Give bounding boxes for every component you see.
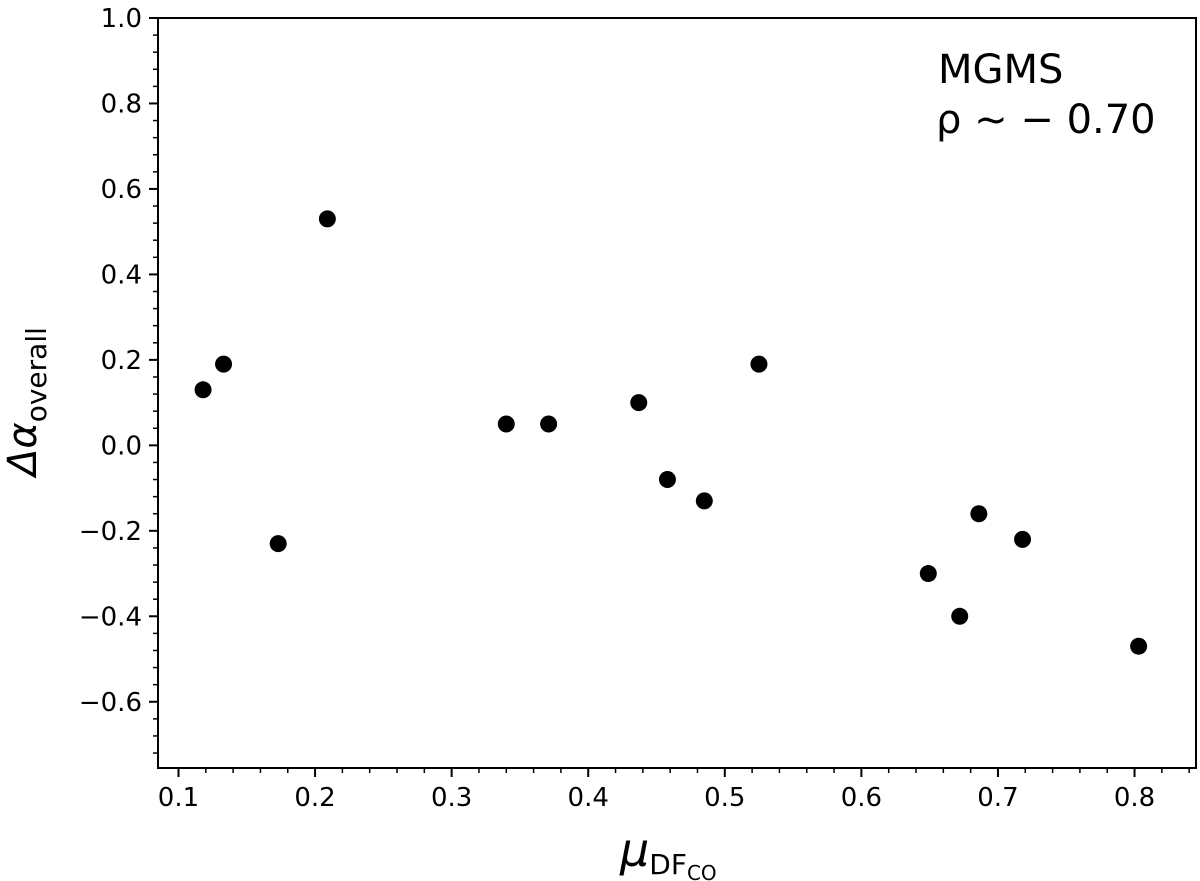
data-point — [194, 381, 212, 399]
axis-ticks: 0.1 0.2 0.3 0.4 0.5 0.6 0.7 0.8 −0.6 −0.4 −0.2 0.0 0… — [79, 4, 1190, 813]
data-point — [318, 210, 336, 228]
y-tick-label: 0.0 — [101, 431, 142, 461]
y-tick-label: −0.4 — [79, 602, 142, 632]
y-tick-label: −0.6 — [79, 688, 142, 718]
y-tick-label: 0.2 — [101, 346, 142, 376]
y-axis-title-main: Δα — [0, 422, 46, 479]
x-tick-label: 0.1 — [158, 783, 199, 813]
x-tick-label: 0.3 — [431, 783, 472, 813]
y-axis-title: Δαoverall — [0, 327, 53, 479]
x-tick-label: 0.4 — [568, 783, 609, 813]
y-tick-label: 0.8 — [101, 89, 142, 119]
plot-frame — [157, 17, 1197, 769]
x-axis-title-main: μ — [619, 823, 649, 877]
data-point — [750, 355, 768, 373]
data-point — [215, 355, 233, 373]
y-tick-label: 0.4 — [101, 260, 142, 290]
data-point — [269, 535, 287, 553]
data-point — [540, 415, 558, 433]
data-point — [497, 415, 515, 433]
y-tick-label: 1.0 — [101, 4, 142, 34]
data-point — [658, 471, 676, 489]
data-point — [951, 607, 969, 625]
y-tick-label: −0.2 — [79, 517, 142, 547]
x-axis-title-subsub: CO — [687, 861, 717, 881]
y-axis-title-sub: overall — [20, 327, 53, 422]
data-points — [194, 210, 1148, 655]
x-tick-label: 0.8 — [1114, 783, 1155, 813]
data-point — [970, 505, 988, 523]
y-tick-label: 0.6 — [101, 175, 142, 205]
data-point — [1014, 530, 1032, 548]
x-tick-label: 0.7 — [977, 783, 1018, 813]
x-tick-label: 0.6 — [841, 783, 882, 813]
data-point — [630, 394, 648, 412]
annotation-line-2: ρ ~ − 0.70 — [936, 97, 1156, 143]
x-axis-title: μDFCO — [619, 823, 717, 881]
x-tick-label: 0.2 — [294, 783, 335, 813]
annotation-line-1: MGMS — [938, 47, 1063, 93]
x-tick-label: 0.5 — [704, 783, 745, 813]
x-axis-title-sub: DF — [649, 848, 687, 881]
data-point — [1130, 637, 1148, 655]
data-point — [919, 565, 937, 583]
data-point — [695, 492, 713, 510]
